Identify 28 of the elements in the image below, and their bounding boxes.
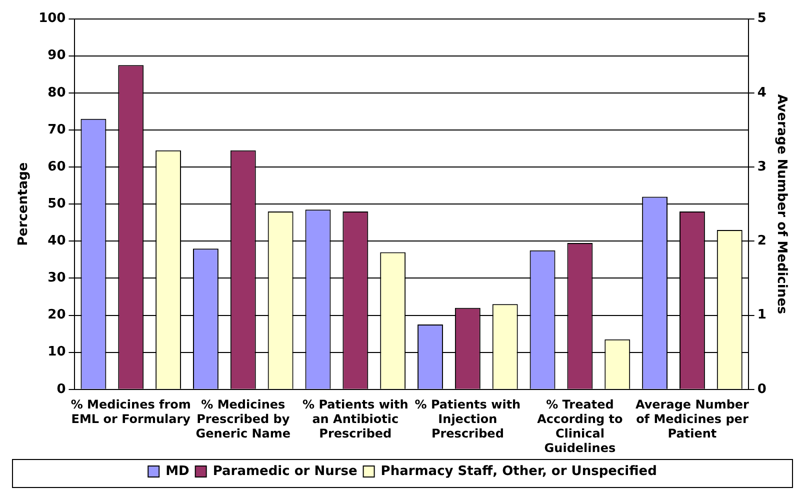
y-tick-label: 10 <box>48 344 66 360</box>
x-tick-label: % Patients with an Antibiotic Prescribed <box>302 398 408 441</box>
y-tick-label: 80 <box>48 85 66 100</box>
y2-tick-label: 2 <box>757 234 766 249</box>
x-tick-label: % Patients with Injection Prescribed <box>414 398 521 441</box>
y-tick-label: 90 <box>48 48 66 64</box>
x-tick-label: % Medicines from EML or Formulary <box>70 398 191 426</box>
y-tick-label: 70 <box>48 122 66 138</box>
x-tick-label: Average Number of Medicines per Patient <box>635 398 750 441</box>
y2-tick-label: 3 <box>757 159 766 174</box>
x-tick-label: % Treated According to Clinical Guidelines <box>537 398 623 455</box>
y-tick-label: 50 <box>48 196 66 212</box>
y2-tick-label: 1 <box>757 308 766 323</box>
y-tick-label: 60 <box>48 159 66 174</box>
y2-tick-label: 5 <box>757 11 766 26</box>
y-tick-label: 30 <box>48 270 66 286</box>
legend-label: Pharmacy Staff, Other, or Unspecified <box>380 464 657 479</box>
y-tick-label: 0 <box>56 382 66 397</box>
y-axis-title: Percentage <box>16 162 32 246</box>
legend-label: MD <box>166 464 190 479</box>
y-tick-label: 100 <box>38 11 66 26</box>
legend-label: Paramedic or Nurse <box>212 464 358 479</box>
y2-axis-title: Average Number of Medicines <box>774 94 789 314</box>
y2-tick-label: 0 <box>757 382 766 397</box>
y-tick-label: 40 <box>48 234 66 249</box>
y2-tick-label: 4 <box>757 85 766 100</box>
x-tick-label: % Medicines Prescribed by Generic Name <box>196 398 291 441</box>
y-tick-label: 20 <box>48 308 66 323</box>
